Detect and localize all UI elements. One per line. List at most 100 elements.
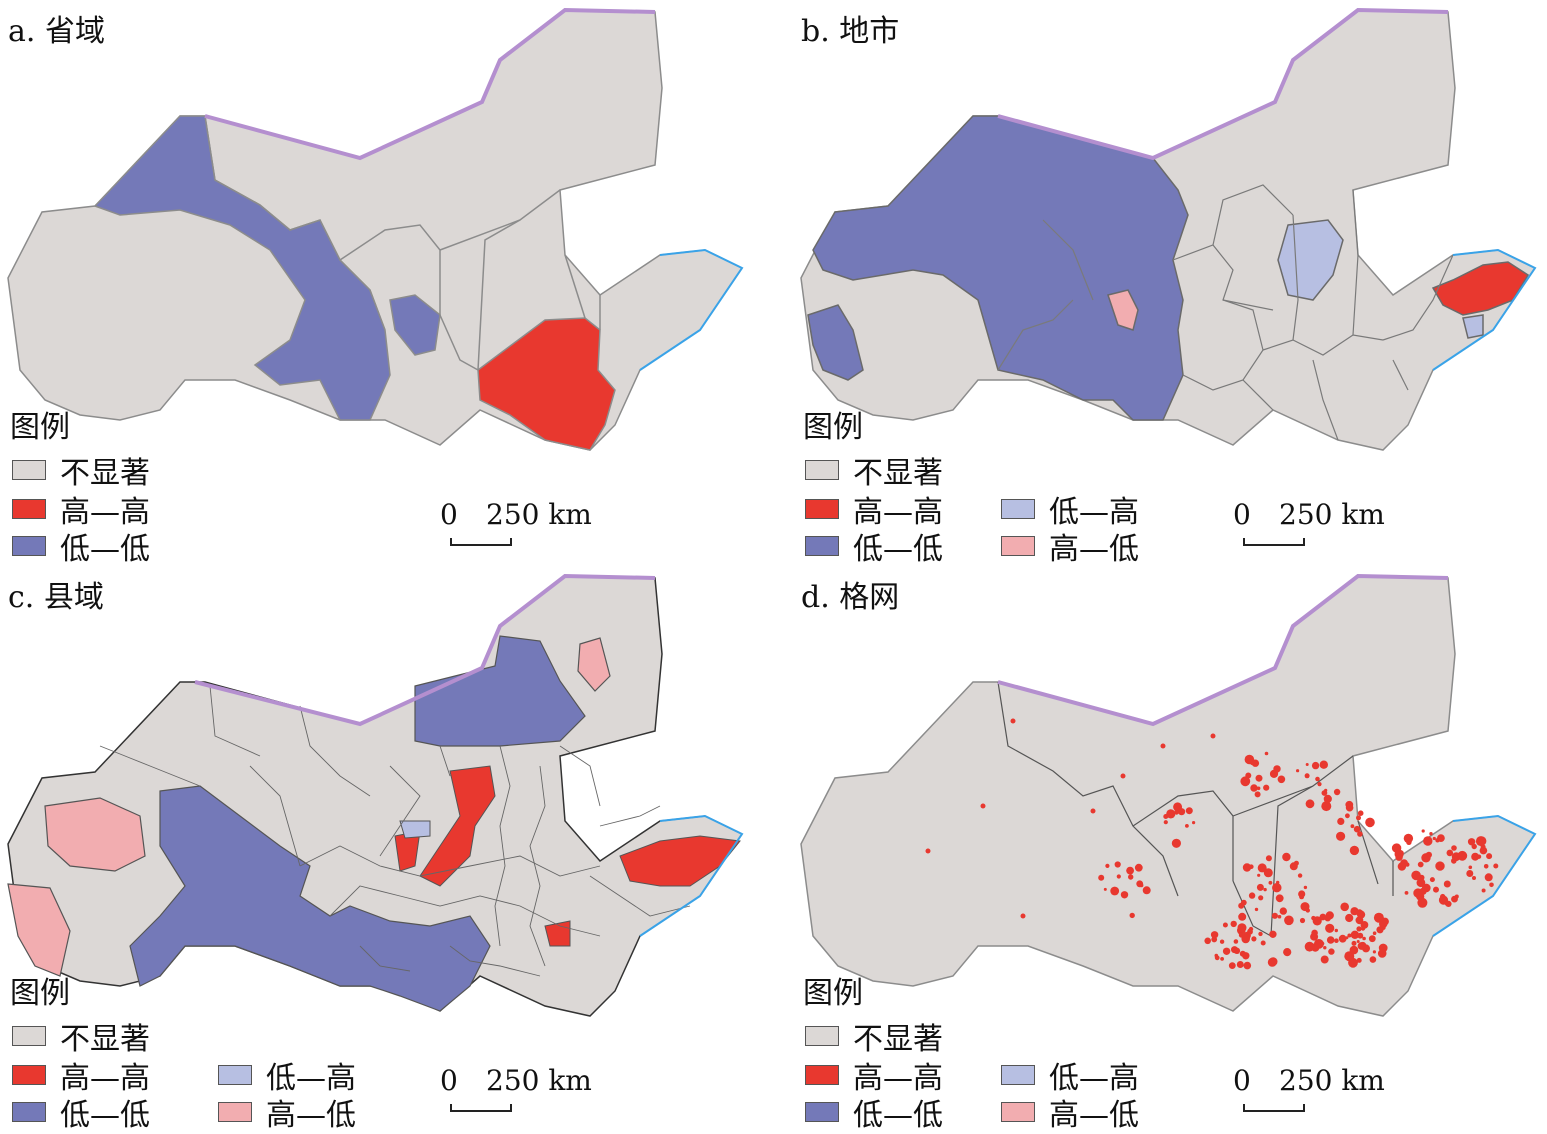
legend-item-low-low: 低—低: [12, 524, 150, 568]
hotspot-dot: [1222, 947, 1231, 955]
legend-label: 高—低: [266, 1098, 356, 1133]
hotspot-dot: [1276, 880, 1280, 885]
hotspot-dot: [1334, 938, 1339, 943]
panel-title: d. 格网: [801, 580, 900, 615]
hotspot-dot: [1210, 931, 1219, 939]
hotspot-dot: [1377, 949, 1387, 958]
panel-title: b. 地市: [801, 14, 900, 49]
county-boundaries: [99, 685, 691, 977]
hotspot-dot: [1264, 751, 1269, 756]
hotspot-dot: [1351, 940, 1357, 946]
hotspot-dot: [1240, 899, 1247, 906]
hotspot-dot: [1277, 775, 1286, 784]
map-a: [7, 7, 744, 451]
hotspot-dot: [1326, 936, 1335, 944]
hotspot-dot: [1010, 718, 1016, 724]
hotspot-dot: [1269, 930, 1277, 938]
hotspot-dot: [1299, 894, 1305, 900]
swatch-icon: [1001, 536, 1035, 556]
hotspot-dot: [1238, 912, 1247, 921]
hotspot-dot: [1418, 874, 1425, 881]
hotspot-dot: [1220, 957, 1224, 961]
coastline: [1432, 248, 1537, 371]
hotspot-dot: [1128, 874, 1134, 880]
region-high-high-henan: [477, 317, 616, 451]
legend-label: 高—低: [1049, 532, 1139, 567]
hotspot-dot: [1272, 883, 1282, 893]
hotspot-dot: [1435, 861, 1445, 871]
hotspot-dot: [1423, 836, 1433, 846]
swatch-icon: [1001, 1065, 1035, 1085]
panel-d-grid: d. 格网 图例 不显著 高—高 低—低 低—高 高—低 0 250 km: [793, 566, 1547, 1133]
hotspot-dot: [1483, 864, 1489, 869]
panel-b-city: b. 地市 图例 不显著 高—高 低—低 低—高 高—低 0 250 km: [793, 0, 1547, 567]
swatch-icon: [12, 1065, 46, 1085]
hotspot-dot: [1305, 799, 1315, 809]
hotspot-dot: [1116, 874, 1121, 879]
legend-label: 低—低: [60, 532, 150, 567]
legend-item-high-high: 高—高: [12, 1053, 150, 1097]
hotspot-dot: [1254, 791, 1261, 798]
legend-label: 高—高: [853, 1061, 943, 1096]
legend-title: 图例: [10, 410, 70, 445]
national-border: [997, 7, 1449, 161]
panel-title: a. 省域: [8, 14, 105, 49]
hotspot-dot: [1256, 786, 1261, 791]
hotspot-dot: [1369, 956, 1377, 963]
hotspot-dot: [1372, 950, 1376, 954]
hotspot-dot: [1443, 880, 1451, 888]
hotspot-dot: [1468, 865, 1473, 870]
hotspot-dot: [1357, 810, 1364, 816]
hotspot-dot: [1242, 863, 1252, 872]
region-high-high-center: [419, 765, 496, 887]
hotspot-dot: [1233, 939, 1239, 944]
hotspot-dot: [1282, 852, 1291, 862]
hotspot-dot: [1263, 868, 1273, 878]
hotspot-dot: [1422, 883, 1431, 893]
hotspot-dot: [1204, 937, 1211, 945]
scale-line: [1243, 1104, 1305, 1112]
hotspot-dot: [1257, 873, 1261, 877]
hotspot-dot: [1256, 883, 1264, 891]
hotspot-dot: [1349, 845, 1360, 856]
hotspot-dot: [1230, 920, 1237, 928]
scale-zero: 0: [440, 1064, 458, 1097]
hotspot-dot: [1348, 957, 1358, 968]
hotspot-dot: [1185, 824, 1189, 828]
hotspot-dot: [1457, 850, 1468, 861]
hotspot-dot: [1297, 873, 1303, 878]
national-border: [204, 7, 656, 161]
swatch-icon: [218, 1065, 252, 1085]
hotspot-dot: [1372, 931, 1377, 935]
hotspot-dot: [1258, 931, 1263, 937]
scale-line: [1243, 538, 1305, 546]
swatch-icon: [805, 460, 839, 480]
hotspot-dot: [1323, 946, 1327, 950]
hotspot-dot: [1475, 836, 1486, 847]
hotspot-dot: [1357, 831, 1363, 837]
coastline: [639, 248, 744, 371]
hotspot-dot: [1319, 941, 1325, 946]
hotspot-dot: [1210, 733, 1216, 739]
hotspot-dot: [1126, 866, 1134, 875]
hotspot-dot: [1336, 831, 1346, 841]
hotspot-dot: [1368, 935, 1376, 943]
hotspot-dot: [1467, 838, 1476, 846]
hotspot-dot: [1275, 894, 1284, 903]
hotspot-dot: [1362, 944, 1370, 953]
hotspot-dot: [1338, 934, 1347, 943]
region-high-low-ne: [577, 637, 611, 692]
hotspot-dot: [1317, 782, 1322, 787]
hotspot-dot: [1421, 829, 1425, 833]
hotspot-dot: [1134, 863, 1143, 872]
hotspot-dot: [1296, 769, 1300, 773]
swatch-icon: [805, 1102, 839, 1122]
scale-bar: 0 250 km: [1233, 1064, 1393, 1114]
hotspot-dot: [1166, 809, 1176, 819]
hotspot-dot: [1357, 910, 1366, 919]
legend-label: 不显著: [60, 1022, 150, 1057]
hotspot-dot: [1365, 817, 1375, 828]
hotspot-dot: [1263, 784, 1270, 791]
region-high-high: [1431, 261, 1530, 316]
legend-label: 不显著: [60, 456, 150, 491]
